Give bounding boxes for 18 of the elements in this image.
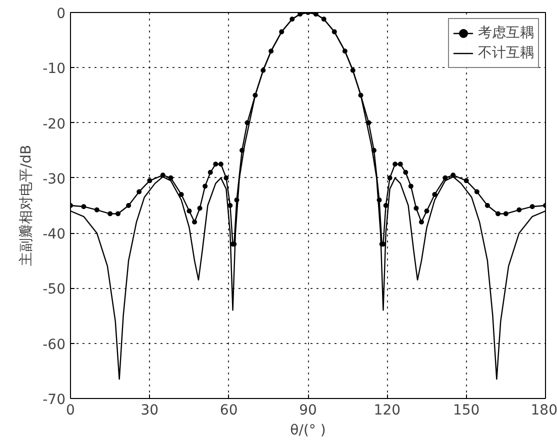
- y-tick-label: -20: [42, 116, 66, 132]
- y-tick-label: -70: [42, 392, 66, 408]
- x-axis-title: θ/(° ): [290, 422, 326, 438]
- y-tick-label: -60: [42, 336, 66, 353]
- y-tick-label: -40: [42, 226, 66, 243]
- x-tick-label: 90: [299, 402, 317, 418]
- y-tick-label: -30: [42, 171, 66, 188]
- legend-label: 考虑互耦: [478, 24, 534, 42]
- x-tick-label: 60: [220, 402, 238, 418]
- y-tick-label: -10: [42, 61, 66, 78]
- y-axis-title: 主副瓣相对电平/dB: [18, 144, 35, 266]
- x-tick-label: 180: [530, 402, 557, 418]
- legend-label: 不计互耦: [478, 44, 534, 62]
- x-tick-label: 150: [452, 402, 480, 418]
- x-tick-label: 120: [374, 402, 401, 418]
- y-tick-label: 0: [56, 6, 66, 22]
- y-tick-label: -50: [42, 282, 66, 298]
- x-tick-label: 30: [140, 402, 159, 418]
